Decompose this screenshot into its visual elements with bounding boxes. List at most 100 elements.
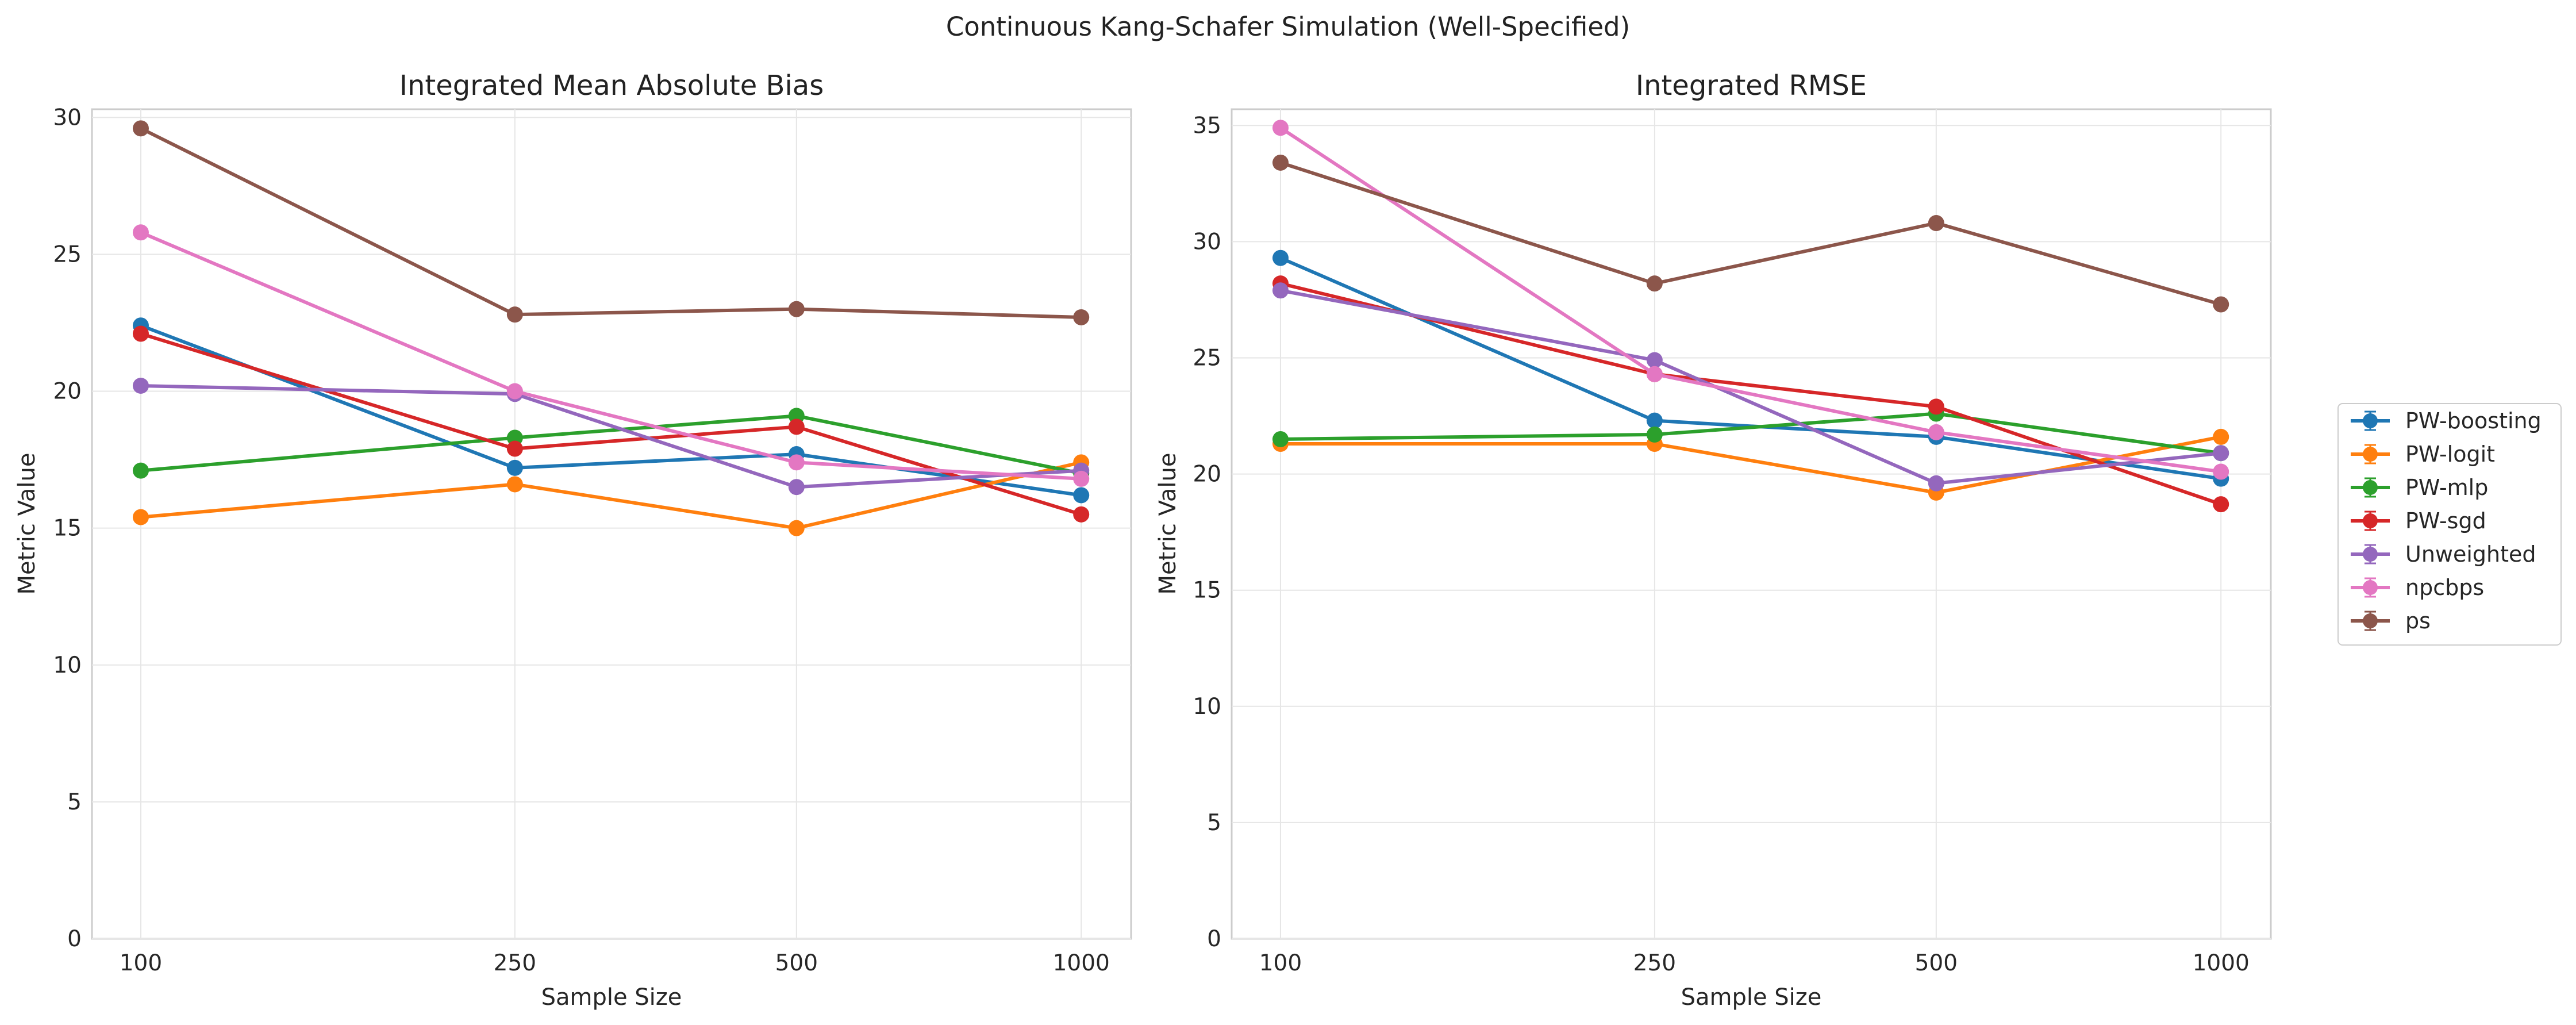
grid <box>1232 109 2271 939</box>
y-axis-label: Metric Value <box>1155 453 1181 595</box>
x-tick-label: 500 <box>775 950 818 976</box>
data-point-npcbps <box>506 383 523 400</box>
x-tick-label: 500 <box>1915 950 1958 976</box>
series-line-unweighted <box>140 384 1082 489</box>
series-line-unweighted <box>1280 289 2221 485</box>
x-tick-label: 250 <box>1633 950 1676 976</box>
series-line-pw-boosting <box>1279 256 2221 481</box>
legend-label: ps <box>2405 608 2431 634</box>
data-point-unweighted <box>1646 352 1663 368</box>
data-point-npcbps <box>1272 120 1289 136</box>
legend-item-pw-sgd: PW-sgd <box>2351 508 2486 533</box>
data-point-pw-logit <box>132 509 149 525</box>
data-point-pw-logit <box>788 520 805 536</box>
data-point-npcbps <box>1928 424 1944 440</box>
data-point-ps <box>2213 296 2229 313</box>
legend: PW-boosting PW-logit PW-mlp PW-sgd Unweighte… <box>2337 403 2562 646</box>
data-point-ps <box>1646 275 1663 292</box>
y-tick-label: 0 <box>67 926 82 952</box>
series-unweighted <box>1272 282 2229 492</box>
series-npcbps <box>1272 120 2229 480</box>
series-line-pw-logit <box>140 460 1082 530</box>
legend-label: PW-mlp <box>2405 475 2488 500</box>
legend-marker <box>2363 447 2378 462</box>
legend-item-pw-logit: PW-logit <box>2351 442 2495 467</box>
series <box>1272 120 2229 513</box>
legend-item-unweighted: Unweighted <box>2351 542 2536 567</box>
series-ps <box>132 120 1090 325</box>
series-pw-logit <box>1272 428 2229 501</box>
series-line-ps <box>140 126 1082 319</box>
data-point-pw-mlp <box>1272 431 1289 447</box>
series-pw-logit <box>132 454 1090 536</box>
ticks: 0 5 10 15 20 25 30 100 250 500 1000 <box>53 105 1109 976</box>
data-point-pw-sgd <box>132 325 149 342</box>
plot-area-frame <box>1231 108 2272 940</box>
y-tick-label: 25 <box>53 241 82 267</box>
data-point-ps <box>506 306 523 323</box>
data-point-ps <box>1928 215 1944 232</box>
data-point-pw-sgd <box>2213 496 2229 513</box>
y-axis-label: Metric Value <box>14 453 40 595</box>
legend-frame <box>2337 403 2562 646</box>
panel-rmse: Integrated RMSE Sample Size Metric Value… <box>1155 70 2272 1011</box>
legend-marker <box>2363 580 2378 595</box>
panel-mean-absolute-bias: Integrated Mean Absolute Bias Sample Siz… <box>14 70 1132 1011</box>
data-point-pw-logit <box>2213 428 2229 445</box>
legend-marker <box>2363 547 2378 562</box>
data-point-unweighted <box>1272 282 1289 299</box>
x-tick-label: 100 <box>120 950 162 976</box>
series-line-pw-mlp <box>1280 412 2221 455</box>
series-line-pw-logit <box>1280 435 2221 494</box>
series-line-ps <box>1280 161 2222 306</box>
x-tick-label: 1000 <box>1053 950 1110 976</box>
y-tick-label: 5 <box>67 789 82 815</box>
chart-title: Integrated Mean Absolute Bias <box>399 70 824 102</box>
y-tick-label: 35 <box>1193 113 1221 139</box>
data-point-pw-boosting <box>506 459 523 476</box>
data-point-npcbps <box>1646 366 1663 382</box>
y-tick-label: 5 <box>1207 810 1221 836</box>
y-tick-label: 15 <box>53 516 82 542</box>
y-tick-label: 20 <box>53 379 82 405</box>
legend-item-pw-mlp: PW-mlp <box>2351 475 2488 500</box>
x-axis-label: Sample Size <box>1681 984 1822 1011</box>
series <box>132 120 1090 536</box>
legend-item-ps: ps <box>2351 608 2431 634</box>
legend-marker <box>2363 480 2378 495</box>
chart-title: Integrated RMSE <box>1636 70 1867 102</box>
legend-item-pw-boosting: PW-boosting <box>2351 408 2542 433</box>
figure-suptitle: Continuous Kang-Schafer Simulation (Well… <box>946 11 1630 42</box>
data-point-ps <box>788 301 805 317</box>
data-point-unweighted <box>1928 475 1944 492</box>
legend-label: npcbps <box>2405 575 2484 600</box>
legend-marker <box>2363 513 2378 528</box>
series-line-pw-boosting <box>140 324 1082 497</box>
series-unweighted <box>132 378 1090 496</box>
series-line-npcbps <box>140 231 1082 481</box>
x-tick-label: 100 <box>1259 950 1302 976</box>
data-point-pw-mlp <box>132 462 149 479</box>
series-line-pw-sgd <box>1280 282 2222 506</box>
legend-label: PW-boosting <box>2405 408 2542 433</box>
data-point-npcbps <box>1073 470 1090 487</box>
data-point-pw-sgd <box>788 419 805 435</box>
data-point-pw-logit <box>506 476 523 493</box>
data-point-ps <box>1272 154 1289 171</box>
legend-marker <box>2363 613 2378 628</box>
data-point-ps <box>1073 309 1090 325</box>
data-point-pw-sgd <box>506 440 523 457</box>
y-tick-label: 25 <box>1193 345 1221 371</box>
series-pw-boosting <box>132 317 1090 504</box>
data-point-unweighted <box>788 479 805 496</box>
data-point-unweighted <box>2213 445 2229 462</box>
legend-label: PW-sgd <box>2405 508 2486 533</box>
y-tick-label: 0 <box>1207 926 1221 952</box>
data-point-pw-sgd <box>1928 398 1944 415</box>
grid <box>92 109 1131 939</box>
series-ps <box>1272 154 2229 313</box>
series-npcbps <box>132 224 1090 487</box>
data-point-pw-sgd <box>1073 506 1090 523</box>
legend-marker <box>2363 413 2378 428</box>
